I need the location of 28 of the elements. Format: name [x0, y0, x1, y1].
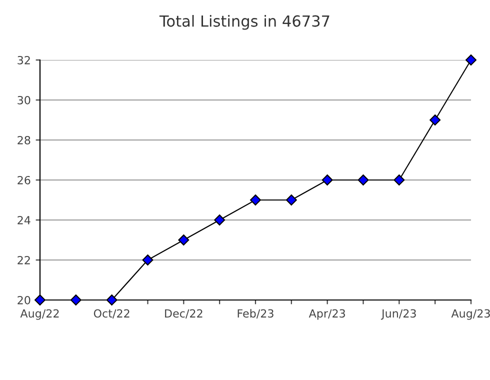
y-tick-label: 28 — [18, 136, 30, 144]
point — [178, 234, 190, 246]
x-tick-label: Aug/22 — [20, 309, 59, 320]
y-tick-label: 24 — [18, 216, 30, 224]
x-tick-label: Oct/22 — [94, 309, 130, 318]
point — [358, 174, 369, 186]
x-tick-label: Jun/23 — [380, 309, 416, 320]
point — [286, 194, 297, 206]
x-tick-label: Aug/23 — [451, 309, 490, 320]
point — [70, 294, 82, 306]
point — [250, 194, 261, 206]
point — [394, 174, 405, 186]
y-tick-label: 22 — [18, 256, 30, 264]
y-tick-label: 20 — [18, 296, 30, 304]
x-tick-label: Feb/23 — [238, 309, 274, 318]
x-tick-label: Apr/23 — [308, 309, 345, 320]
point — [34, 294, 46, 306]
point — [106, 294, 118, 306]
point — [466, 54, 476, 66]
x-tick-label: Dec/22 — [165, 309, 202, 318]
y-tick-label: 26 — [18, 176, 30, 184]
point — [430, 114, 441, 126]
y-tick-label: 32 — [18, 56, 30, 64]
chart-title: Total Listings in 46737 — [159, 15, 330, 30]
point — [214, 214, 226, 226]
point — [322, 174, 333, 186]
y-tick-label: 30 — [18, 96, 30, 104]
point — [142, 254, 154, 266]
